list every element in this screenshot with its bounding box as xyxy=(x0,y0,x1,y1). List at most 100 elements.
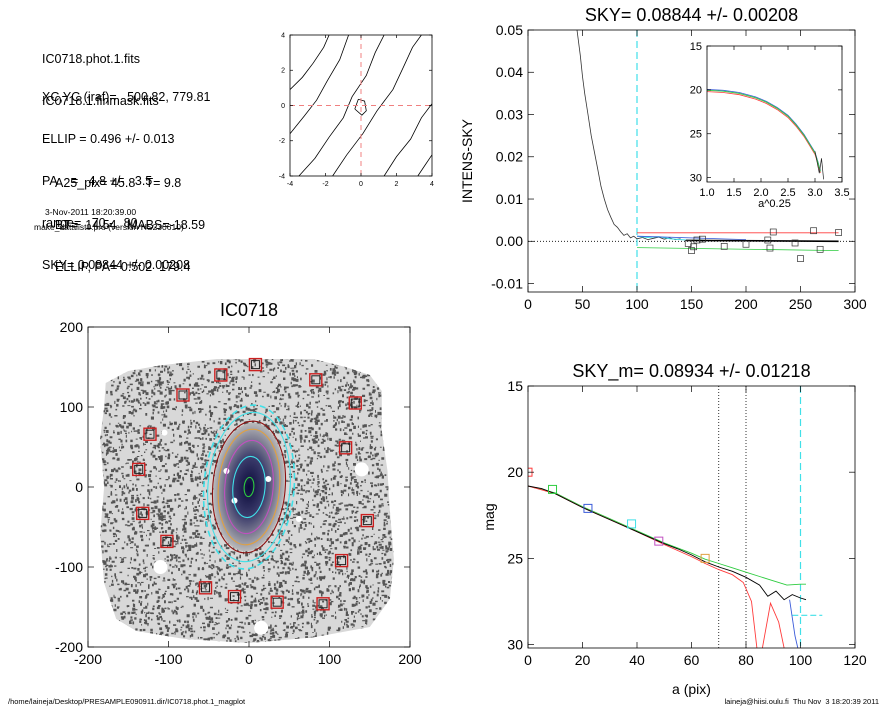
isophote-ellipse xyxy=(243,476,255,498)
sky-square xyxy=(797,255,804,262)
x-tick-label: 200 xyxy=(398,651,422,667)
sky-box xyxy=(309,373,323,387)
sky-box xyxy=(132,462,146,477)
sky-square xyxy=(693,236,701,244)
isophote-ellipse xyxy=(202,404,296,570)
isophote-ellipse xyxy=(211,420,287,554)
sky-square xyxy=(764,236,772,244)
x-tick-label: -100 xyxy=(154,651,182,667)
inset-bg xyxy=(707,46,842,182)
sky-inset-frame xyxy=(706,45,843,183)
sky-box xyxy=(334,553,349,568)
sky-profile-marks xyxy=(528,30,855,292)
date-stamp: 3-Nov-2011 18:20:39.00 xyxy=(45,207,137,217)
sky-box-inner xyxy=(311,375,321,385)
masked-star xyxy=(161,429,168,436)
sky-square xyxy=(835,229,843,236)
mag-ylabel: mag xyxy=(481,503,497,530)
intensity-profile xyxy=(576,30,681,241)
sky-box-inner xyxy=(216,370,226,380)
y-tick-label: 15 xyxy=(507,378,523,394)
program-name: make_datalist0.pro (version HS230610) xyxy=(34,222,184,232)
contour-line xyxy=(298,35,385,176)
mag-square xyxy=(700,553,710,563)
sky-box-inner xyxy=(341,443,351,453)
sky-square xyxy=(699,235,706,243)
sky-box-inner xyxy=(134,464,144,474)
sky-box-inner xyxy=(230,592,240,602)
x-tick-label: 0 xyxy=(359,181,363,188)
black-line xyxy=(685,239,839,243)
info-block-a: IC0718.phot.1.fits IC0718.1.finmask.fits xyxy=(42,24,159,136)
y-tick-label: 30 xyxy=(507,636,523,652)
blue-line xyxy=(636,235,747,240)
isophote-ellipse xyxy=(217,428,281,546)
sky-ylabel: INTENS-SKY xyxy=(459,118,475,203)
contour-line xyxy=(417,154,432,176)
info-line: XC,YC (iraf)= 500.82, 779.81 xyxy=(42,90,211,104)
sky_profile-axes: 0 50 100 150 200 250 300 -0.01 0.00 0.01 0.02 0.03 0… xyxy=(491,22,867,312)
black-curve xyxy=(528,485,807,601)
x-tick-label: 60 xyxy=(684,652,700,668)
x-tick-label: 3.0 xyxy=(807,187,822,199)
info-line: BT= 14.54 MABS=-18.59 xyxy=(55,218,206,232)
sky-square xyxy=(742,240,750,248)
sky-box xyxy=(143,427,157,441)
x-tick-label: 200 xyxy=(734,296,758,312)
y-tick-label: 20 xyxy=(507,464,523,480)
y-tick-label: 0.00 xyxy=(496,233,523,249)
contour-line xyxy=(290,35,349,134)
y-tick-label: 0.01 xyxy=(496,191,523,207)
y-tick-label: -100 xyxy=(55,559,83,575)
x-tick-label: 300 xyxy=(843,296,867,312)
masked-star xyxy=(254,620,269,635)
mag-square xyxy=(627,519,637,529)
mag-xlabel: a (pix) xyxy=(672,681,711,697)
info-line: ELLIP = 0.496 +/- 0.013 xyxy=(42,132,175,146)
isophote-ellipse xyxy=(207,411,291,563)
sky-box-inner xyxy=(337,556,347,566)
sky-box xyxy=(176,388,190,402)
y-tick-label: -200 xyxy=(55,639,83,655)
sky-square xyxy=(766,244,774,252)
sky-box xyxy=(160,534,174,549)
mag-square xyxy=(583,503,593,513)
sky-box-inner xyxy=(362,516,372,526)
y-tick-label: 25 xyxy=(690,129,702,141)
centroid_contours-axes: -4 -2 0 2 4 -4 -2 0 2 4 xyxy=(279,32,434,188)
sky-box-inner xyxy=(318,599,328,609)
centroid-contours xyxy=(290,35,432,176)
sky-square xyxy=(688,247,695,254)
sky-square xyxy=(690,243,698,251)
y-tick-label: 4 xyxy=(281,32,285,39)
x-tick-label: 100 xyxy=(789,652,813,668)
galaxy_image-axes: -200 -100 0 100 200 -200 -100 0 100 200 xyxy=(55,319,422,667)
x-tick-label: 80 xyxy=(738,652,754,668)
x-tick-label: 2.5 xyxy=(780,187,795,199)
sky-square xyxy=(816,245,824,253)
y-tick-label: 0.02 xyxy=(496,149,523,165)
sky-square xyxy=(720,243,728,250)
sky-box-inner xyxy=(272,597,282,607)
x-tick-label: 50 xyxy=(575,296,591,312)
info-line: IC0718.1.finmask.fits xyxy=(42,94,159,108)
sky-box-inner xyxy=(145,429,155,439)
red-curve xyxy=(528,485,758,648)
sky-box-inner xyxy=(162,536,172,546)
x-tick-label: 40 xyxy=(629,652,645,668)
x-tick-label: 0 xyxy=(245,651,253,667)
y-tick-label: 100 xyxy=(60,399,84,415)
y-tick-label: -2 xyxy=(279,138,285,145)
inset-xlabel: a^0.25 xyxy=(758,198,791,210)
green-line xyxy=(636,247,839,251)
sky-box xyxy=(348,396,362,410)
inset-black-tail xyxy=(814,151,824,180)
y-tick-label: 0.03 xyxy=(496,106,523,122)
blue-curve xyxy=(789,599,799,648)
sky-box xyxy=(136,506,150,521)
y-tick-label: 0.05 xyxy=(496,22,523,38)
mag_profile-frame xyxy=(527,385,856,649)
sky-box xyxy=(316,597,330,611)
